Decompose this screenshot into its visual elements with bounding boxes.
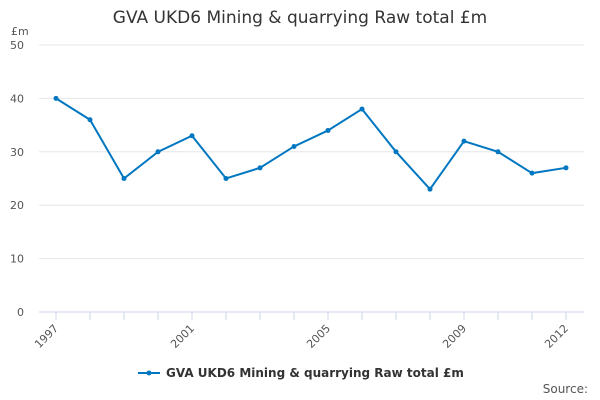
data-point[interactable] — [325, 127, 331, 133]
data-point[interactable] — [189, 133, 195, 139]
data-point[interactable] — [495, 149, 501, 155]
series-line — [55, 97, 567, 191]
source-label: Source: — [542, 382, 588, 396]
data-point[interactable] — [393, 149, 399, 155]
y-tick-label: 10 — [10, 253, 24, 266]
data-point[interactable] — [563, 165, 569, 171]
x-tick-label: 1997 — [32, 322, 61, 351]
legend-item[interactable]: GVA UKD6 Mining & quarrying Raw total £m — [138, 366, 464, 380]
data-point[interactable] — [461, 138, 467, 144]
data-point[interactable] — [427, 186, 433, 192]
data-point[interactable] — [529, 170, 535, 176]
data-point[interactable] — [155, 149, 161, 155]
data-point[interactable] — [53, 95, 59, 101]
y-tick-label: 40 — [10, 92, 24, 105]
x-tick-label: 2005 — [304, 322, 333, 351]
data-point[interactable] — [87, 117, 93, 123]
legend-label: GVA UKD6 Mining & quarrying Raw total £m — [166, 366, 464, 380]
y-axis-unit: £m — [11, 25, 29, 38]
data-point[interactable] — [359, 106, 365, 112]
data-point[interactable] — [121, 176, 127, 181]
data-point[interactable] — [291, 143, 297, 149]
y-tick-label: 0 — [17, 306, 24, 319]
x-tick-label: 2001 — [168, 322, 197, 351]
data-point[interactable] — [223, 176, 229, 181]
legend-line-icon — [138, 370, 160, 376]
y-tick-label: 50 — [10, 39, 24, 52]
chart-title: GVA UKD6 Mining & quarrying Raw total £m — [112, 8, 488, 28]
x-tick-label: 2009 — [440, 322, 469, 351]
data-point[interactable] — [257, 165, 263, 171]
x-tick-label: 2012 — [542, 322, 571, 351]
y-tick-label: 30 — [10, 146, 24, 159]
y-tick-label: 20 — [10, 199, 24, 212]
